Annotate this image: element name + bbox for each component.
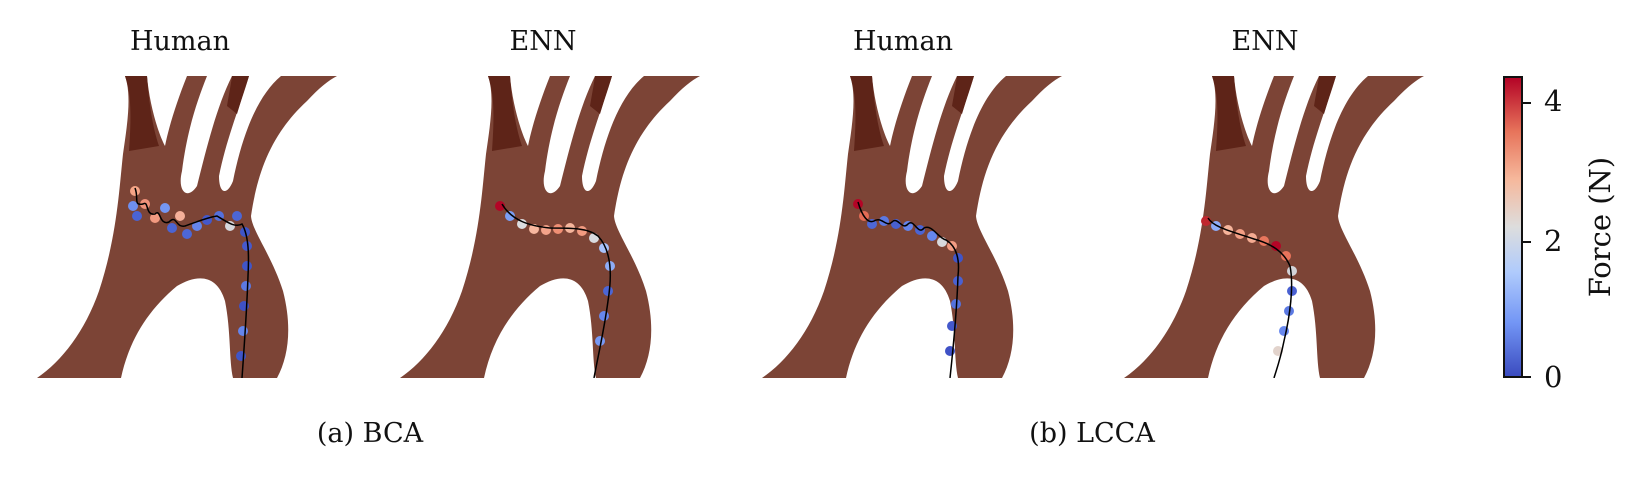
force-markers xyxy=(495,201,615,346)
guidewire-path xyxy=(501,203,612,378)
panel-title-enn-bca: ENN xyxy=(509,26,577,57)
panel-title-enn-lcca: ENN xyxy=(1231,26,1299,57)
colorbar-tick-label-4: 4 xyxy=(1544,84,1563,118)
aortic-arch-model xyxy=(1124,76,1424,378)
caption-bca: (a) BCA xyxy=(316,418,424,449)
vessel-panel-enn-lcca xyxy=(1124,76,1424,378)
vessel-panel-human-lcca xyxy=(762,76,1062,378)
guidewire-path xyxy=(134,187,250,378)
vessel-panel-human-bca xyxy=(37,76,337,378)
colorbar-label: Force (N) xyxy=(1583,156,1617,298)
panel-title-human-bca: Human xyxy=(129,26,231,57)
colorbar-tick-label-0: 0 xyxy=(1544,360,1563,394)
colorbar-tick-2 xyxy=(1523,241,1531,243)
colorbar-tick-label-2: 2 xyxy=(1544,224,1563,258)
colorbar-tick-0 xyxy=(1523,376,1531,378)
aortic-arch-model xyxy=(37,76,337,378)
guidewire-path xyxy=(1207,217,1293,378)
caption-lcca: (b) LCCA xyxy=(1029,418,1155,449)
force-colorbar xyxy=(1503,76,1523,378)
panel-title-human-lcca: Human xyxy=(852,26,954,57)
colorbar-tick-4 xyxy=(1523,102,1531,104)
vessel-panel-enn-bca xyxy=(400,76,700,378)
guidewire-path xyxy=(857,201,960,378)
